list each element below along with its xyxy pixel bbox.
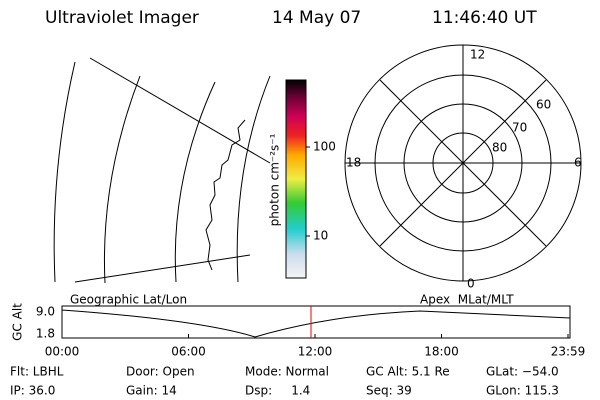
info-field: Door: Open: [126, 365, 195, 379]
polar-label: 0: [467, 277, 475, 291]
info-field: Mode: Normal: [245, 365, 329, 379]
x-tick-label: 23:59: [551, 345, 586, 359]
info-field: GC Alt: 5.1 Re: [366, 365, 450, 379]
map: [53, 57, 271, 284]
colorbar-label: photon cm⁻²s⁻¹: [268, 133, 282, 226]
info-field: GLon: 115.3: [486, 384, 559, 398]
polar-plot: 12 0 18 6 60 70 80: [344, 44, 582, 291]
info-field: Seq: 39: [366, 384, 412, 398]
info-panel: Flt: LBHL Door: Open Mode: Normal GC Alt: 5…: [10, 365, 559, 398]
info-field: GLat: −54.0: [486, 365, 559, 379]
x-tick-label: 18:00: [424, 345, 459, 359]
ring-label: 60: [536, 98, 551, 112]
info-field: Gain: 14: [126, 384, 177, 398]
y-tick-label: 9.0: [36, 305, 55, 319]
info-field: IP: 36.0: [10, 384, 55, 398]
info-field: Dsp: 1.4: [245, 384, 310, 398]
colorbar-tick: 10: [313, 229, 328, 243]
y-tick-label: 1.8: [36, 327, 55, 341]
info-field: Flt: LBHL: [10, 365, 64, 379]
x-tick-label: 06:00: [171, 345, 206, 359]
polar-label: 12: [470, 48, 485, 62]
y-axis-label: GC Alt: [11, 303, 25, 341]
ring-label: 70: [512, 121, 527, 135]
x-tick-label: 00:00: [45, 345, 80, 359]
colorbar: 100 10 photon cm⁻²s⁻¹: [268, 79, 336, 279]
title: Ultraviolet Imager: [45, 8, 199, 28]
ring-label: 80: [492, 141, 507, 155]
time: 11:46:40 UT: [432, 8, 537, 28]
polar-label: 6: [574, 156, 582, 170]
polar-label: 18: [346, 156, 361, 170]
date: 14 May 07: [272, 8, 361, 28]
x-tick-label: 12:00: [298, 345, 333, 359]
colorbar-tick: 100: [313, 140, 336, 154]
timeline-title: Apex MLat/MLT: [420, 293, 514, 307]
timeline-title: Geographic Lat/Lon: [70, 293, 187, 307]
timeline: Geographic Lat/Lon Apex MLat/MLT GC Alt …: [11, 293, 586, 359]
